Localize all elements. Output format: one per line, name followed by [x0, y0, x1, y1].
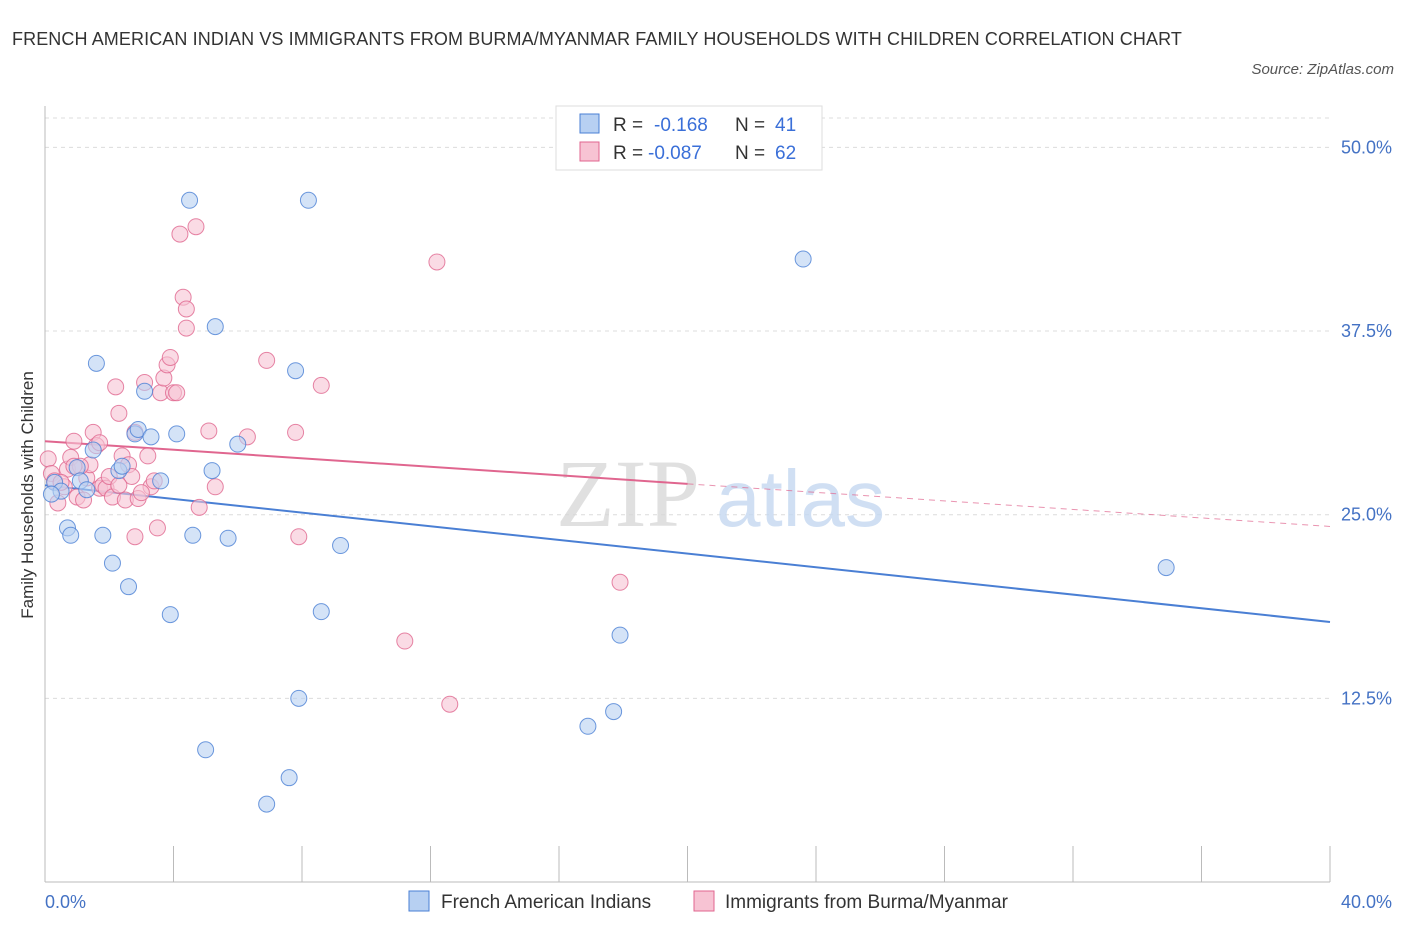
point-french-american-indians-23	[197, 741, 215, 759]
point-burma-myanmar-0	[39, 450, 57, 468]
bottom-legend: French American Indians Immigrants from …	[408, 890, 1009, 913]
x-tick-label-1: 40.0%	[1341, 892, 1392, 912]
bottom-legend-label-2: Immigrants from Burma/Myanmar	[725, 892, 1009, 913]
legend-r-label-1: R =	[613, 115, 643, 136]
point-french-american-indians-20	[168, 425, 186, 443]
point-burma-myanmar-49	[287, 423, 305, 441]
point-burma-myanmar-52	[396, 632, 414, 650]
point-french-american-indians-35	[579, 717, 597, 735]
point-burma-myanmar-39	[171, 225, 189, 243]
point-burma-myanmar-42	[177, 300, 195, 318]
point-french-american-indians-27	[229, 435, 247, 453]
trend-line-burma-myanmar-extension	[687, 483, 1331, 527]
y-axis-label: Family Households with Children	[18, 371, 37, 619]
point-burma-myanmar-41	[177, 319, 195, 337]
y-tick-label-1: 25.0%	[1341, 505, 1392, 525]
grid-lines	[45, 117, 1330, 699]
point-french-american-indians-29	[280, 769, 298, 787]
top-legend: R = -0.168 N = 41 R = -0.087 N = 62	[555, 105, 823, 171]
legend-n-label-2: N =	[735, 143, 765, 164]
point-french-american-indians-39	[1157, 559, 1175, 577]
point-burma-myanmar-55	[611, 573, 629, 591]
point-french-american-indians-7	[84, 441, 102, 459]
point-burma-myanmar-44	[190, 498, 208, 516]
legend-r-value-1: -0.168	[654, 115, 708, 136]
point-burma-myanmar-51	[312, 376, 330, 394]
point-burma-myanmar-53	[428, 253, 446, 271]
point-french-american-indians-9	[94, 526, 112, 544]
point-french-american-indians-34	[332, 537, 350, 555]
data-points	[39, 191, 1175, 813]
point-burma-myanmar-58	[110, 476, 128, 494]
point-french-american-indians-33	[312, 603, 330, 621]
point-burma-myanmar-38	[168, 384, 186, 402]
watermark: ZIP atlas	[556, 440, 885, 547]
y-tick-label-0: 12.5%	[1341, 688, 1392, 708]
legend-r-value-2: -0.087	[648, 143, 702, 164]
point-french-american-indians-21	[181, 191, 199, 209]
point-burma-myanmar-7	[65, 432, 83, 450]
point-burma-myanmar-59	[132, 484, 150, 502]
point-burma-myanmar-46	[206, 478, 224, 496]
bottom-legend-swatch-pink	[693, 890, 715, 912]
point-french-american-indians-6	[78, 481, 96, 499]
legend-n-label-1: N =	[735, 115, 765, 136]
bottom-legend-label-1: French American Indians	[441, 892, 651, 913]
chart-title: FRENCH AMERICAN INDIAN VS IMMIGRANTS FRO…	[12, 29, 1182, 49]
point-french-american-indians-37	[611, 626, 629, 644]
legend-swatch-pink	[579, 141, 600, 162]
trend-lines	[44, 440, 1331, 623]
point-french-american-indians-30	[287, 362, 305, 380]
point-french-american-indians-12	[113, 457, 131, 475]
top-legend-box	[555, 105, 823, 171]
x-tick-label-0: 0.0%	[45, 892, 86, 912]
bottom-legend-swatch-blue	[408, 890, 430, 912]
point-burma-myanmar-43	[187, 218, 205, 236]
point-french-american-indians-16	[136, 382, 154, 400]
point-french-american-indians-31	[290, 689, 308, 707]
point-burma-myanmar-29	[139, 447, 157, 465]
point-french-american-indians-8	[87, 354, 105, 372]
point-burma-myanmar-19	[107, 378, 125, 396]
y-tick-labels: 12.5% 25.0% 37.5% 50.0%	[1341, 137, 1392, 708]
point-french-american-indians-40	[42, 485, 60, 503]
point-french-american-indians-36	[605, 703, 623, 721]
point-burma-myanmar-36	[161, 348, 179, 366]
point-french-american-indians-3	[62, 526, 80, 544]
point-french-american-indians-15	[129, 420, 147, 438]
legend-n-value-1: 41	[775, 115, 796, 136]
legend-r-label-2: R =	[613, 143, 643, 164]
point-french-american-indians-26	[219, 529, 237, 547]
point-french-american-indians-25	[206, 318, 224, 336]
source-label: Source: ZipAtlas.com	[1251, 61, 1394, 78]
point-french-american-indians-28	[258, 795, 276, 813]
y-tick-label-2: 37.5%	[1341, 321, 1392, 341]
point-burma-myanmar-20	[110, 404, 128, 422]
watermark-atlas: atlas	[716, 454, 885, 543]
point-french-american-indians-10	[103, 554, 121, 572]
point-burma-myanmar-48	[258, 351, 276, 369]
point-french-american-indians-18	[152, 472, 170, 490]
trend-line-burma-myanmar	[44, 440, 688, 485]
point-burma-myanmar-32	[148, 519, 166, 537]
point-burma-myanmar-50	[290, 528, 308, 546]
legend-swatch-blue	[579, 113, 600, 134]
point-french-american-indians-13	[120, 578, 138, 596]
point-french-american-indians-24	[203, 462, 221, 480]
point-french-american-indians-19	[161, 606, 179, 624]
point-burma-myanmar-45	[200, 422, 218, 440]
watermark-zip: ZIP	[556, 440, 700, 547]
trend-line-french-american-indians	[44, 484, 1331, 623]
legend-n-value-2: 62	[775, 143, 796, 164]
point-french-american-indians-22	[184, 526, 202, 544]
y-tick-label-3: 50.0%	[1341, 137, 1392, 157]
point-french-american-indians-17	[142, 428, 160, 446]
point-burma-myanmar-27	[126, 528, 144, 546]
point-burma-myanmar-54	[441, 695, 459, 713]
point-french-american-indians-32	[299, 191, 317, 209]
point-french-american-indians-38	[794, 250, 812, 268]
x-tick-labels: 0.0% 40.0%	[45, 892, 1392, 912]
